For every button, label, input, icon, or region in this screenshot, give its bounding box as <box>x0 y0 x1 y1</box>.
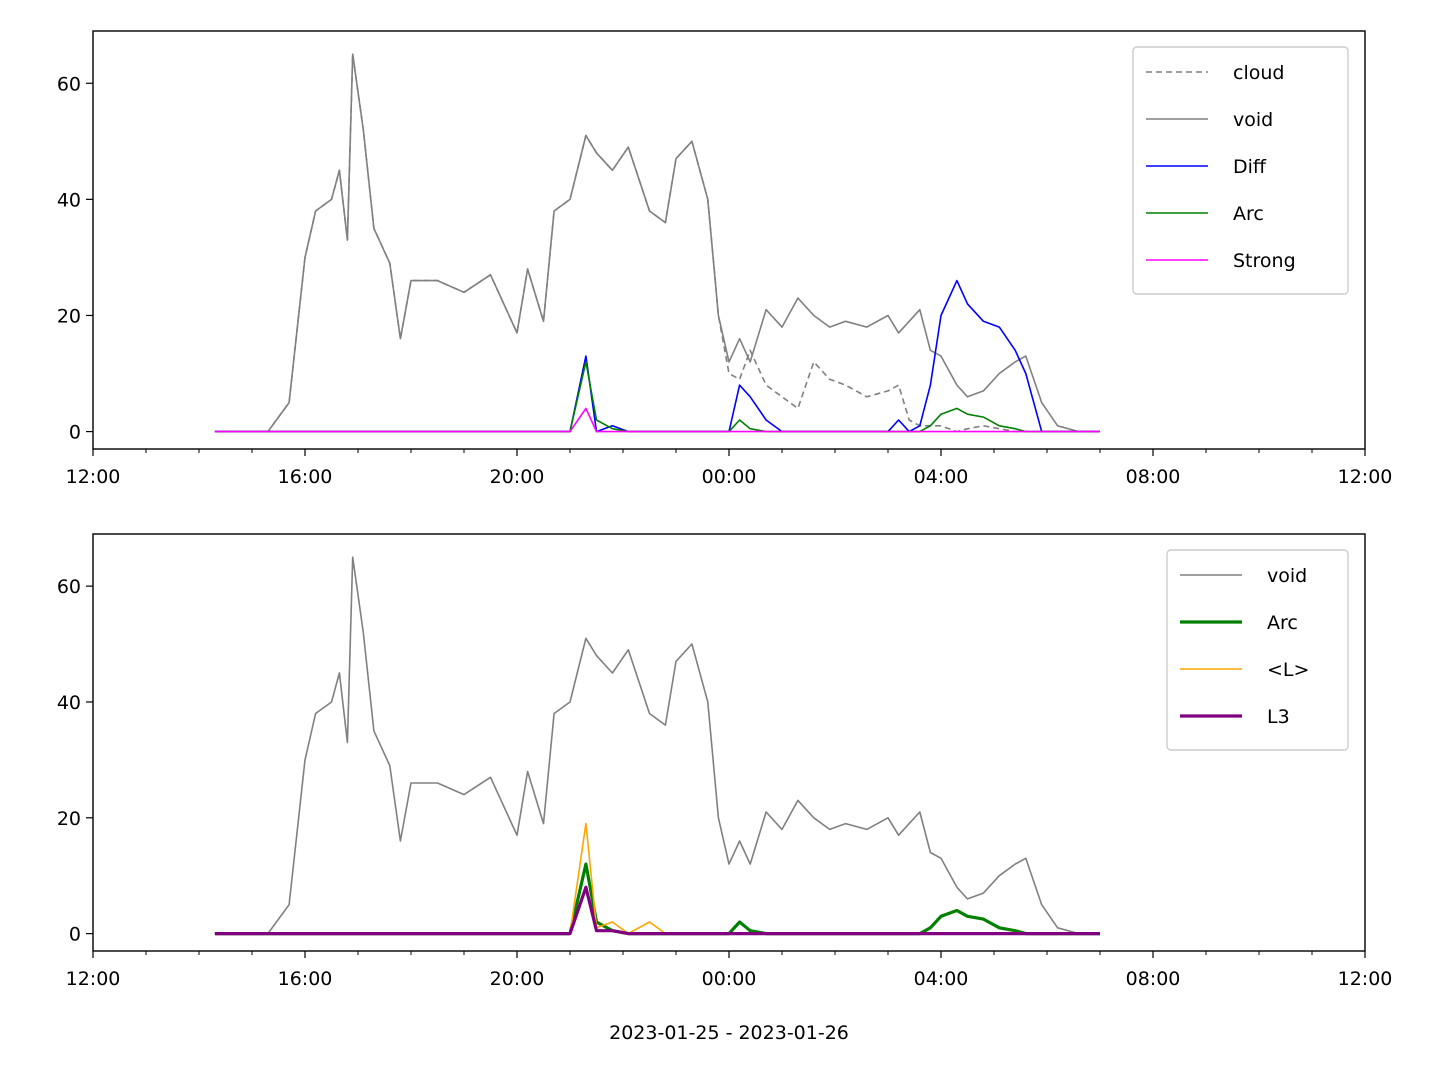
legend-label: void <box>1233 109 1273 131</box>
series-line-strong <box>214 407 1100 433</box>
legend: cloud void Diff Arc Strong <box>1132 46 1349 295</box>
legend-label: <L> <box>1267 659 1309 681</box>
x-tick-label: 20:00 <box>490 968 545 990</box>
y-tick-label: 40 <box>57 189 81 211</box>
x-tick-label: 00:00 <box>702 968 757 990</box>
x-tick-label: 16:00 <box>278 466 333 488</box>
x-tick-label: 00:00 <box>702 466 757 488</box>
legend-label: Arc <box>1267 612 1298 634</box>
legend-label: Arc <box>1233 203 1264 225</box>
legend-label: void <box>1267 565 1307 587</box>
series-line-void <box>214 556 1100 935</box>
y-tick-label: 20 <box>57 808 81 830</box>
x-tick-label: 12:00 <box>66 466 121 488</box>
y-tick-label: 40 <box>57 692 81 714</box>
y-tick-label: 0 <box>69 422 81 444</box>
legend: void Arc <L> L3 <box>1166 549 1349 751</box>
legend-label: cloud <box>1233 62 1284 84</box>
x-tick-label: 04:00 <box>914 466 969 488</box>
y-tick-label: 60 <box>57 576 81 598</box>
x-tick-label: 04:00 <box>914 968 969 990</box>
x-tick-label: 20:00 <box>490 466 545 488</box>
series-line-l3 <box>214 885 1100 936</box>
y-tick-label: 60 <box>57 73 81 95</box>
y-tick-label: 0 <box>69 924 81 946</box>
legend-label: Diff <box>1233 156 1267 178</box>
x-tick-label: 08:00 <box>1126 968 1181 990</box>
legend-frame <box>1132 46 1349 295</box>
top-plot: 0 20 40 60 12:00 16:00 20:00 00:00 04:00 08:00 12:… <box>57 30 1393 488</box>
y-tick-label: 20 <box>57 305 81 327</box>
x-tick-label: 12:00 <box>1338 466 1393 488</box>
figure-x-label: 2023-01-25 - 2023-01-26 <box>609 1022 849 1044</box>
bottom-plot: 0 20 40 60 12:00 16:00 20:00 00:00 04:00 08:00 12:… <box>57 533 1393 990</box>
legend-label: L3 <box>1267 706 1290 728</box>
legend-frame <box>1166 549 1349 751</box>
legend-label: Strong <box>1233 250 1296 272</box>
x-tick-label: 12:00 <box>1338 968 1393 990</box>
series-line-void <box>214 53 1100 433</box>
x-tick-label: 12:00 <box>66 968 121 990</box>
x-tick-label: 16:00 <box>278 968 333 990</box>
x-tick-label: 08:00 <box>1126 466 1181 488</box>
